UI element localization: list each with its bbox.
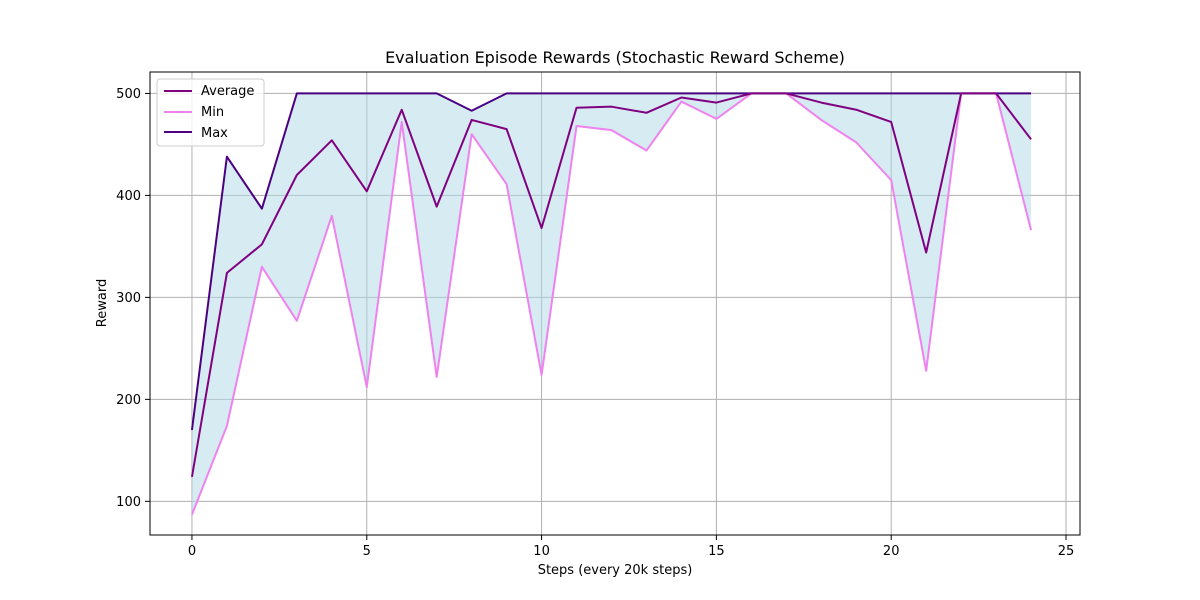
- y-tick-label: 100: [116, 495, 141, 510]
- min-max-fill-area: [191, 93, 1032, 515]
- chart-title: Evaluation Episode Rewards (Stochastic R…: [385, 48, 845, 67]
- x-tick-label: 20: [883, 544, 900, 559]
- y-tick-label: 200: [116, 393, 141, 408]
- average-series-line: [190, 92, 1032, 478]
- x-tick-label: 25: [1058, 544, 1075, 559]
- plot-frame: [149, 71, 1081, 536]
- x-tick-label: 0: [188, 544, 196, 559]
- x-axis-label: Steps (every 20k steps): [538, 563, 693, 578]
- legend: Average Min Max: [156, 78, 265, 147]
- legend-box: [156, 78, 265, 147]
- min-max-band: [191, 93, 1032, 515]
- x-tick-label: 10: [533, 544, 550, 559]
- y-axis-label: Reward: [95, 279, 110, 327]
- y-axis-ticks: 100 200 300 400 500: [116, 87, 150, 510]
- max-series-line: [190, 92, 1032, 431]
- legend-min-label: Min: [201, 105, 224, 120]
- y-tick-label: 400: [116, 189, 141, 204]
- x-axis-ticks: 0 5 10 15 20 25: [188, 535, 1074, 559]
- legend-max-label: Max: [201, 126, 228, 141]
- series-lines: [190, 92, 1033, 515]
- x-tick-label: 15: [708, 544, 725, 559]
- legend-average-label: Average: [201, 84, 254, 99]
- y-tick-label: 500: [116, 87, 141, 102]
- min-series-line: [191, 92, 1033, 515]
- y-tick-label: 300: [116, 291, 141, 306]
- x-tick-label: 5: [363, 544, 371, 559]
